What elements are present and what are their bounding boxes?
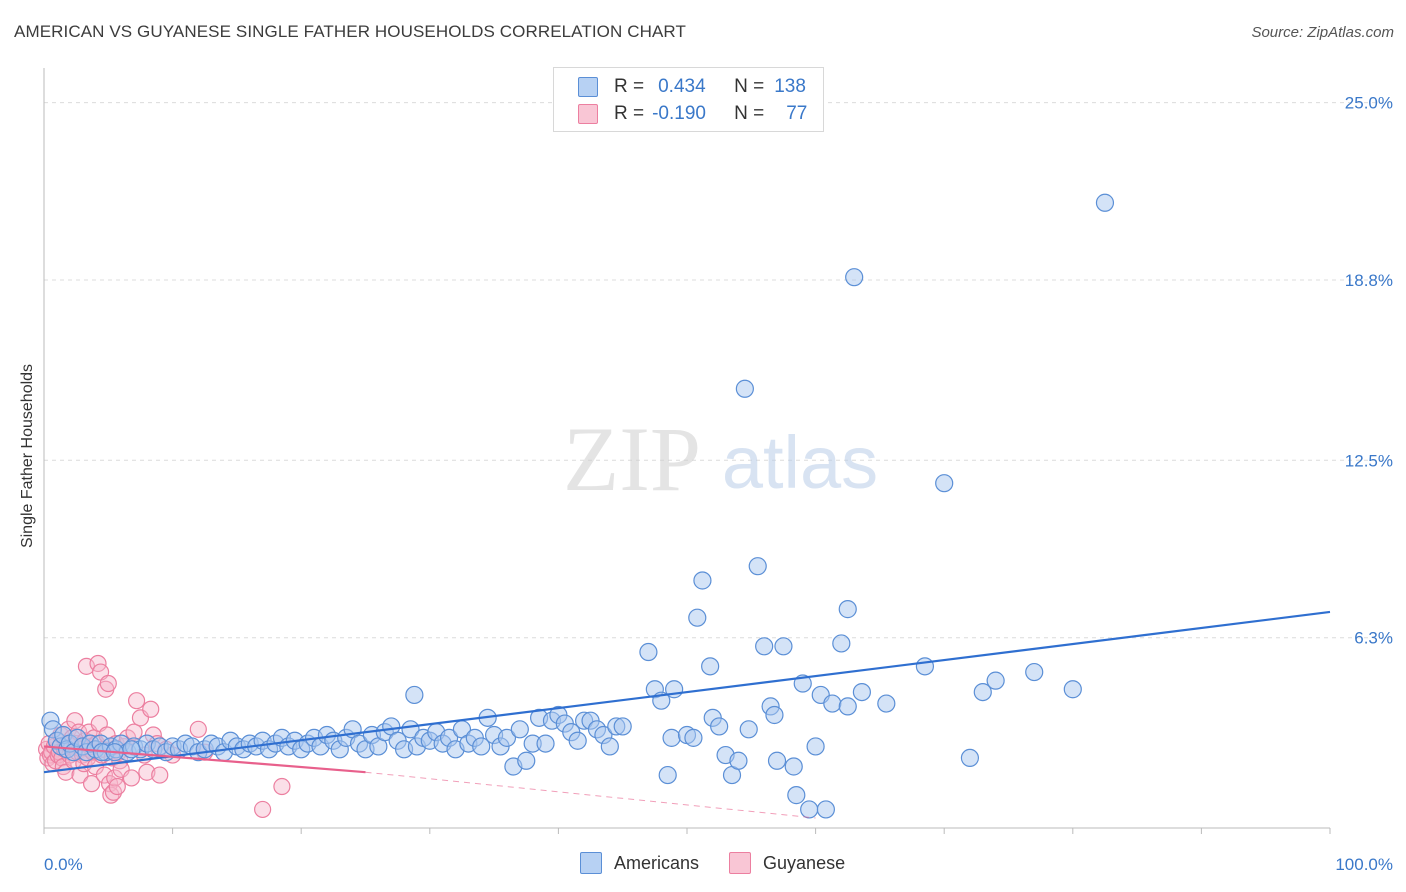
- americans-point: [852, 682, 871, 702]
- guyanese-n-value: 77: [786, 103, 808, 124]
- guyanese-point: [138, 763, 156, 781]
- americans-point: [823, 694, 842, 713]
- americans-point: [806, 737, 825, 756]
- americans-point: [915, 657, 935, 676]
- americans-point: [735, 379, 754, 398]
- americans-point: [986, 671, 1005, 690]
- americans-point: [1063, 680, 1082, 699]
- americans-point: [787, 786, 806, 805]
- americans-r-value: 0.434: [658, 76, 706, 97]
- americans-point: [1025, 662, 1044, 682]
- americans-point: [639, 642, 658, 662]
- americans-point: [688, 608, 707, 627]
- y-tick-label: 18.8%: [1345, 271, 1393, 290]
- legend-item-guyanese[interactable]: Guyanese: [729, 852, 845, 874]
- americans-point: [877, 694, 896, 713]
- guyanese-legend-label: Guyanese: [763, 852, 846, 873]
- americans-point: [774, 637, 793, 656]
- x-tick-label-max: 100.0%: [1335, 855, 1393, 874]
- guyanese-legend-swatch: [729, 852, 752, 874]
- guyanese-point: [142, 700, 160, 718]
- americans-point: [845, 268, 864, 287]
- americans-legend-label: Americans: [614, 852, 700, 873]
- americans-point: [510, 720, 529, 739]
- guyanese-point: [254, 800, 272, 819]
- americans-point: [838, 697, 857, 716]
- americans-point: [973, 682, 992, 702]
- trend-lines: [43, 610, 1331, 819]
- legend-row-americans: R = 0.434 N = 138: [578, 74, 806, 100]
- americans-point: [405, 685, 424, 705]
- guyanese-r-value: -0.190: [652, 103, 706, 124]
- americans-point: [517, 751, 536, 770]
- americans-point: [693, 571, 712, 590]
- tick-labels: 6.3% 12.5% 18.8% 25.0% 0.0% 100.0%: [44, 94, 1393, 874]
- guyanese-point: [122, 769, 141, 787]
- americans-point: [613, 717, 632, 736]
- guyanese-point: [95, 766, 114, 784]
- americans-point: [710, 717, 729, 736]
- watermark-zip: ZIP: [563, 408, 701, 510]
- americans-point: [122, 740, 141, 759]
- americans-point: [701, 657, 720, 676]
- guyanese-swatch: [578, 104, 598, 124]
- series-legend: Americans Guyanese: [580, 852, 875, 874]
- americans-point: [935, 474, 954, 493]
- americans-point: [684, 728, 703, 747]
- chart-title: AMERICAN VS GUYANESE SINGLE FATHER HOUSE…: [14, 22, 686, 41]
- source-credit: Source: ZipAtlas.com: [1251, 24, 1394, 41]
- americans-point: [497, 728, 517, 747]
- legend-item-americans[interactable]: Americans: [580, 852, 699, 874]
- guyanese-n-label: N =: [734, 103, 765, 124]
- y-tick-label: 25.0%: [1345, 94, 1393, 113]
- americans-point: [800, 800, 819, 819]
- x-tick-label-min: 0.0%: [44, 855, 83, 874]
- americans-point: [748, 557, 767, 576]
- americans-r-label: R =: [614, 76, 645, 97]
- guyanese-trend-line: [43, 745, 366, 774]
- americans-n-label: N =: [734, 76, 765, 97]
- americans-point: [838, 600, 857, 619]
- americans-point: [658, 765, 677, 785]
- y-tick-label: 6.3%: [1354, 629, 1393, 648]
- stats-legend: R = 0.434 N = 138 R = -0.190 N = 77: [553, 67, 824, 132]
- legend-row-guyanese: R = -0.190 N = 77: [578, 101, 807, 127]
- guyanese-point: [273, 777, 291, 796]
- guyanese-point: [108, 777, 126, 796]
- americans-point: [472, 737, 491, 756]
- guyanese-point: [189, 720, 207, 738]
- guyanese-point: [127, 692, 146, 710]
- guyanese-point: [82, 775, 101, 793]
- americans-point: [765, 705, 784, 725]
- americans-swatch: [578, 77, 598, 97]
- americans-n-value: 138: [774, 76, 806, 97]
- americans-point: [536, 734, 555, 753]
- americans-point: [662, 728, 681, 747]
- watermark-atlas: atlas: [722, 421, 878, 504]
- guyanese-point: [99, 674, 117, 693]
- americans-point: [755, 637, 774, 656]
- americans-trend-line: [43, 610, 1331, 774]
- americans-point: [1095, 193, 1115, 212]
- americans-legend-swatch: [580, 852, 602, 874]
- americans-point: [784, 757, 803, 776]
- americans-point: [816, 800, 835, 819]
- americans-point: [832, 634, 851, 653]
- guyanese-trend-extension: [365, 771, 816, 819]
- americans-point: [568, 731, 587, 750]
- guyanese-r-label: R =: [614, 103, 645, 124]
- americans-point: [767, 751, 787, 770]
- guyanese-point: [102, 786, 120, 804]
- y-tick-label: 12.5%: [1345, 451, 1393, 470]
- americans-point: [739, 720, 758, 739]
- guyanese-point: [151, 766, 169, 784]
- gridlines: [44, 102, 1392, 639]
- americans-point: [600, 737, 619, 756]
- americans-point: [729, 751, 748, 770]
- americans-point: [960, 748, 980, 768]
- watermark: ZIP atlas: [563, 408, 878, 510]
- axes: [43, 68, 1331, 834]
